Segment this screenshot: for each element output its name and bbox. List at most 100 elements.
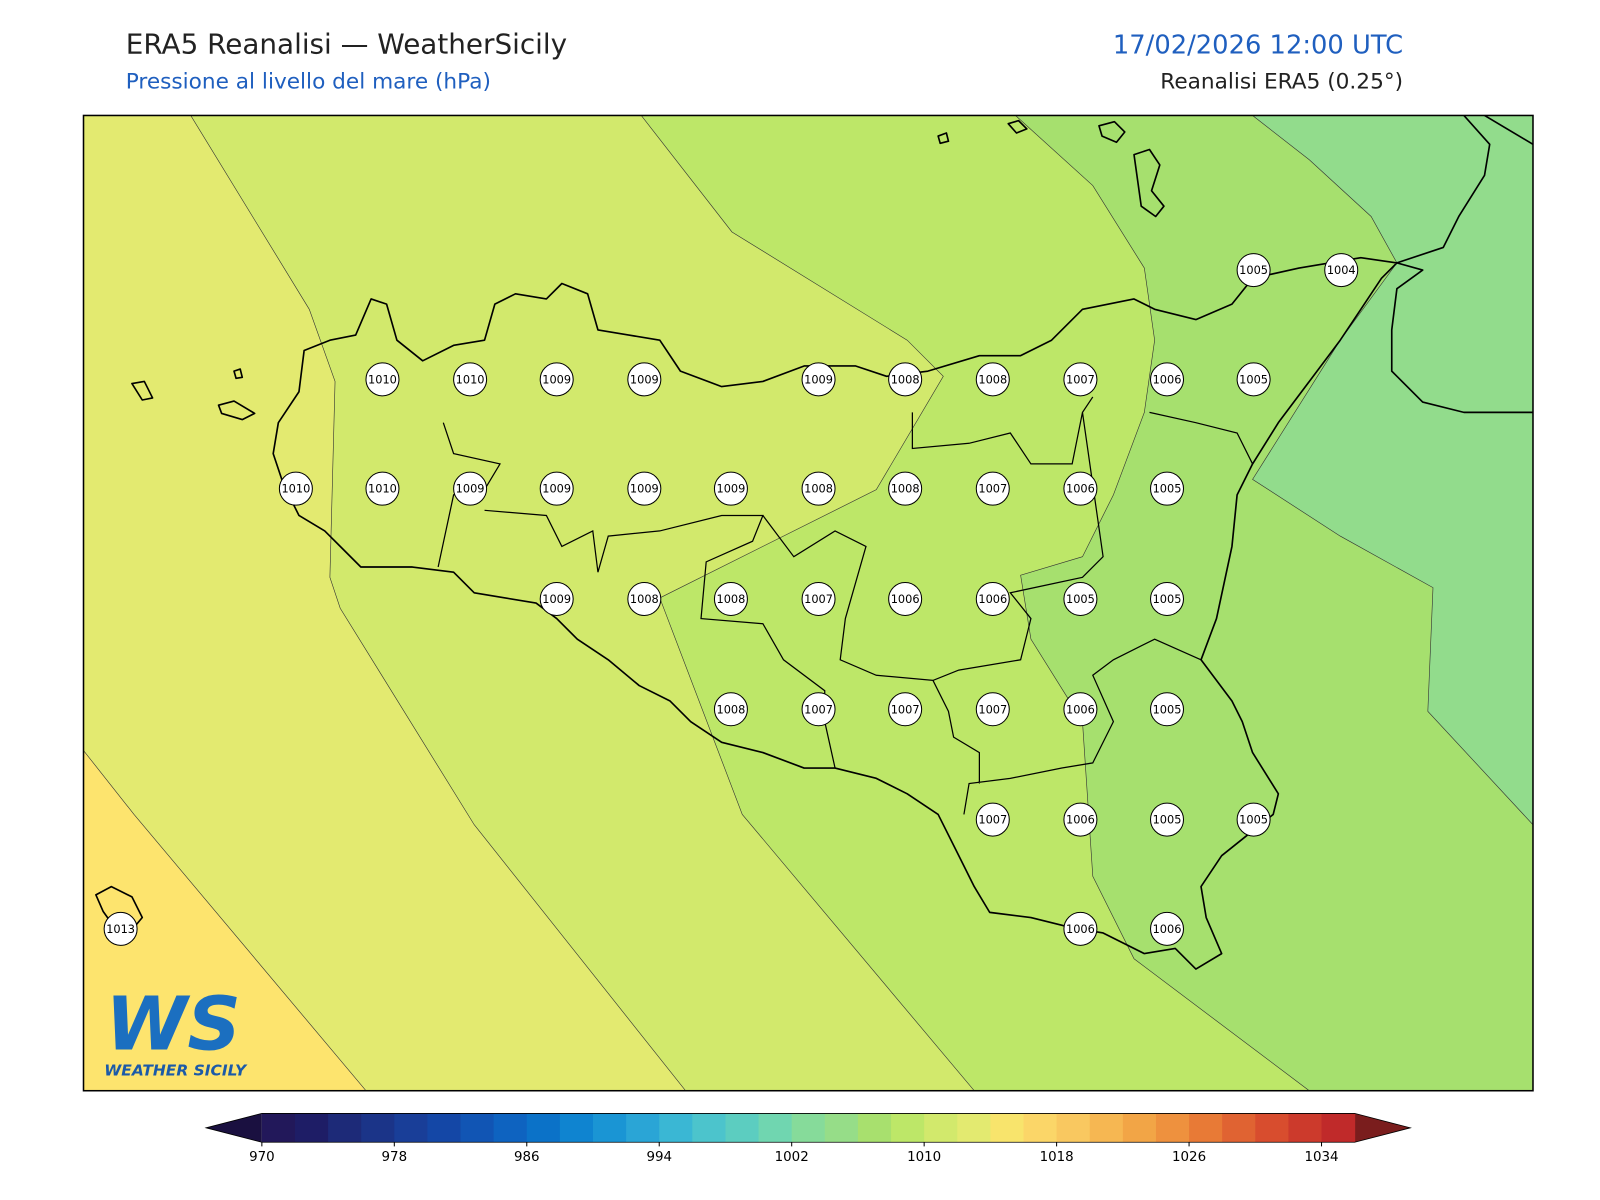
colorbar-swatch (1222, 1113, 1256, 1143)
station-marker (713, 581, 748, 616)
station-value: 1006 (1066, 482, 1095, 496)
colorbar-swatch (1089, 1113, 1124, 1143)
colorbar-swatch (460, 1113, 495, 1143)
colorbar-swatch (526, 1113, 561, 1143)
station-marker (975, 581, 1010, 616)
station-value: 1005 (1239, 372, 1268, 386)
station-value: 1010 (456, 372, 485, 386)
station-value: 1005 (1153, 702, 1182, 716)
colorbar-tick-label: 1034 (1304, 1150, 1338, 1165)
station-value: 1007 (978, 482, 1007, 496)
station-value: 1007 (804, 702, 833, 716)
colorbar-swatch (493, 1113, 528, 1143)
station-value: 1013 (106, 922, 135, 936)
station-value: 1007 (1066, 372, 1095, 386)
colorbar-swatch (1255, 1113, 1289, 1143)
colorbar-swatch (626, 1113, 660, 1143)
station-value: 1005 (1153, 482, 1182, 496)
colorbar-swatch (1155, 1113, 1190, 1143)
station-value: 1008 (978, 372, 1007, 386)
colorbar-swatch (1321, 1113, 1356, 1143)
station-marker (539, 362, 574, 397)
colorbar-swatch (990, 1113, 1025, 1143)
station-marker (975, 692, 1010, 727)
band (83, 750, 367, 1091)
colorbar-swatch (559, 1113, 594, 1143)
colorbar-swatch (824, 1113, 859, 1143)
station-marker (1150, 362, 1185, 397)
station-marker (888, 581, 923, 616)
colorbar-swatch (328, 1113, 362, 1143)
colorbar-swatch (1056, 1113, 1091, 1143)
station-value: 1007 (804, 592, 833, 606)
station-marker (627, 471, 662, 506)
station-marker (1236, 802, 1271, 837)
station-marker (801, 581, 836, 616)
station-marker (888, 471, 923, 506)
colorbar-swatch (1023, 1113, 1058, 1143)
colorbar-swatch (659, 1113, 693, 1143)
colorbar-tick-label: 1018 (1040, 1150, 1074, 1165)
colorbar-tick-label: 1002 (775, 1150, 809, 1165)
colorbar-tick-label: 1010 (907, 1150, 941, 1165)
station-marker (1236, 253, 1271, 288)
station-marker (975, 471, 1010, 506)
station-value: 1004 (1327, 263, 1356, 277)
station-value: 1010 (368, 482, 397, 496)
colorbar-swatch (725, 1113, 760, 1143)
station-value: 1005 (1153, 813, 1182, 827)
colorbar-tick-label: 994 (646, 1150, 672, 1165)
station-value: 1009 (456, 482, 485, 496)
station-marker (975, 362, 1010, 397)
colorbar-over (1354, 1113, 1411, 1143)
logo-mark: WS (106, 980, 241, 1067)
station-marker (1150, 911, 1185, 946)
logo-text: WEATHER SICILY (104, 1061, 248, 1079)
station-marker (627, 581, 662, 616)
station-value: 1010 (368, 372, 397, 386)
station-value: 1010 (281, 482, 310, 496)
colorbar-tick-label: 1026 (1172, 1150, 1206, 1165)
colorbar-swatch (1288, 1113, 1323, 1143)
station-value: 1009 (542, 482, 571, 496)
source: Reanalisi ERA5 (0.25°) (1160, 70, 1403, 95)
station-value: 1005 (1239, 263, 1268, 277)
station-marker (1150, 802, 1185, 837)
colorbar-swatch (1122, 1113, 1157, 1143)
colorbar-tick-label: 986 (514, 1150, 540, 1165)
station-value: 1006 (1153, 372, 1182, 386)
station-marker (365, 362, 400, 397)
station-value: 1008 (891, 372, 920, 386)
colorbar-swatch (394, 1113, 428, 1143)
station-marker (1063, 362, 1098, 397)
station-value: 1008 (891, 482, 920, 496)
station-marker (278, 471, 313, 506)
station-value: 1009 (542, 372, 571, 386)
colorbar-swatch (593, 1113, 627, 1143)
station-marker (1063, 581, 1098, 616)
subtitle: Pressione al livello del mare (hPa) (126, 70, 491, 95)
station-value: 1005 (1066, 592, 1095, 606)
station-value: 1008 (630, 592, 659, 606)
station-marker (539, 581, 574, 616)
colorbar-swatch (857, 1113, 892, 1143)
colorbar-tick-label: 970 (249, 1150, 275, 1165)
station-value: 1008 (717, 702, 746, 716)
colorbar-swatch (924, 1113, 958, 1143)
station-marker (1150, 692, 1185, 727)
station-marker (1236, 362, 1271, 397)
colorbar-swatch (692, 1113, 726, 1143)
station-value: 1007 (891, 702, 920, 716)
station-value: 1006 (1153, 922, 1182, 936)
station-marker (1150, 471, 1185, 506)
colorbar-swatch (361, 1113, 395, 1143)
colorbar-swatch (427, 1113, 462, 1143)
station-value: 1008 (717, 592, 746, 606)
station-marker (627, 362, 662, 397)
station-marker (1063, 802, 1098, 837)
station-value: 1009 (630, 482, 659, 496)
station-value: 1009 (804, 372, 833, 386)
station-value: 1006 (1066, 813, 1095, 827)
